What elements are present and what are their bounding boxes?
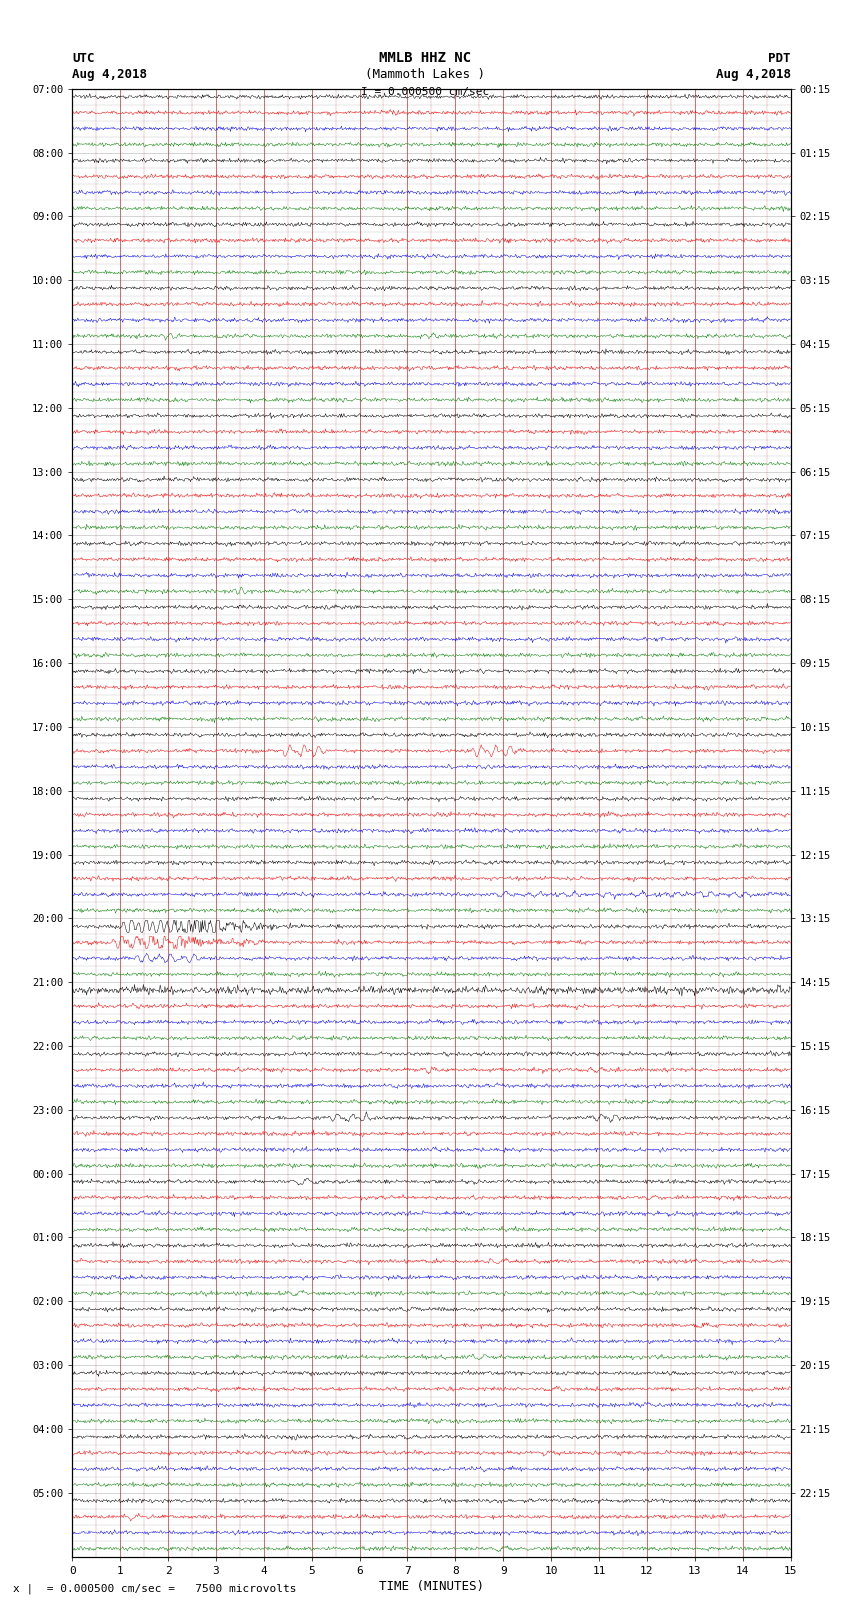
Text: PDT: PDT (768, 52, 790, 65)
Text: Aug 4,2018: Aug 4,2018 (716, 68, 790, 81)
Text: I = 0.000500 cm/sec: I = 0.000500 cm/sec (361, 87, 489, 97)
Text: x |  = 0.000500 cm/sec =   7500 microvolts: x | = 0.000500 cm/sec = 7500 microvolts (13, 1582, 297, 1594)
Text: MMLB HHZ NC: MMLB HHZ NC (379, 50, 471, 65)
X-axis label: TIME (MINUTES): TIME (MINUTES) (379, 1579, 484, 1592)
Text: UTC: UTC (72, 52, 94, 65)
Text: (Mammoth Lakes ): (Mammoth Lakes ) (365, 68, 485, 81)
Text: Aug 4,2018: Aug 4,2018 (72, 68, 147, 81)
